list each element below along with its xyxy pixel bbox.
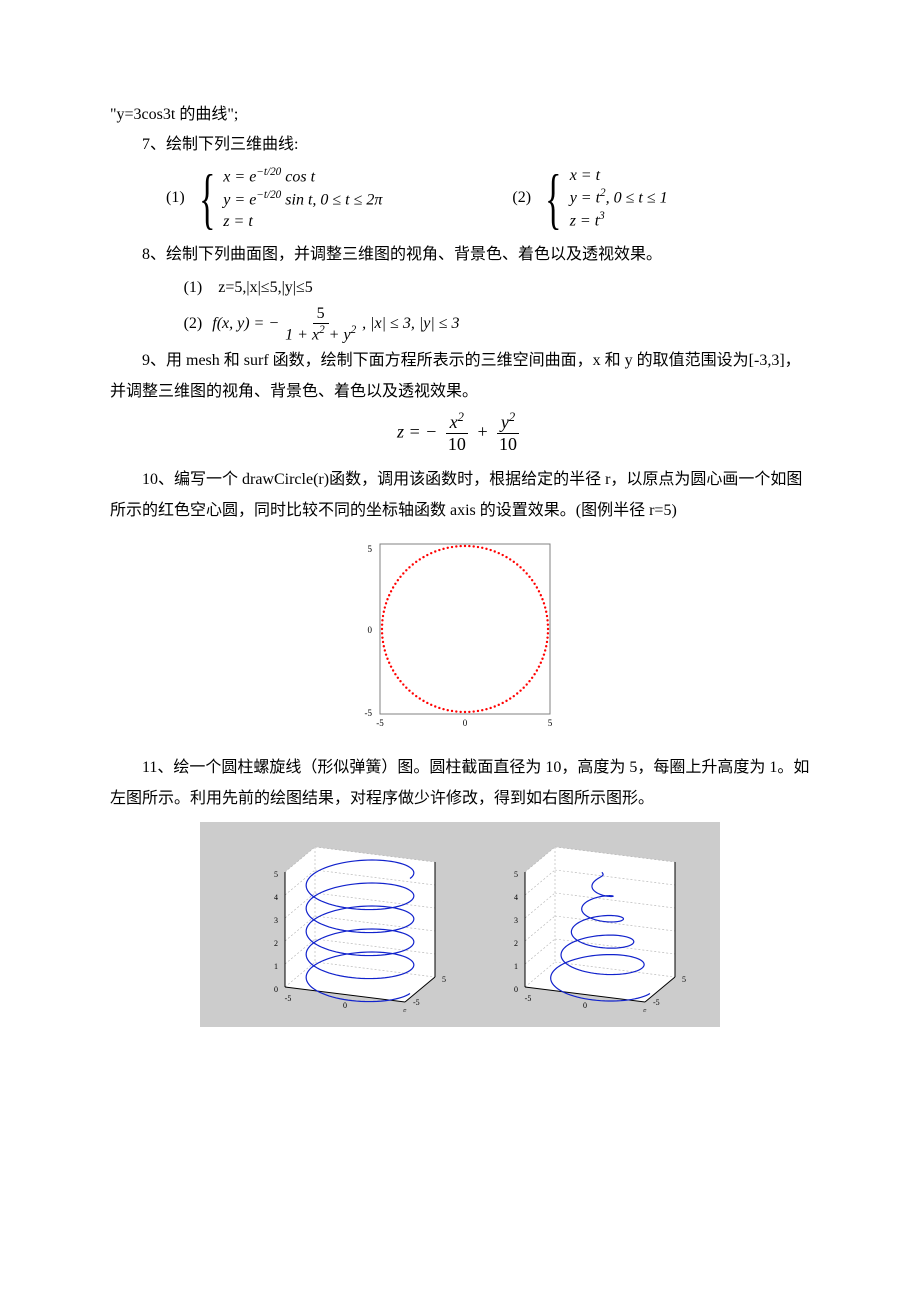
problem-11-text: 11、绘一个圆柱螺旋线（形似弹簧）图。圆柱截面直径为 10，高度为 5，每圈上升… — [110, 753, 810, 814]
svg-text:-5: -5 — [413, 998, 420, 1007]
svg-text:5: 5 — [514, 870, 518, 879]
figure-helix-pair: 0 1 2 3 4 5 -5 0 5 -5 5 — [200, 822, 720, 1027]
svg-text:0: 0 — [343, 1001, 347, 1010]
figure-circle: 5 0 -5 -5 0 5 — [110, 534, 810, 745]
eq-7-1-r3: z = t — [223, 211, 382, 233]
label-8-2: (2) — [184, 309, 203, 339]
svg-text:2: 2 — [274, 939, 278, 948]
problem-8-sub2: (2) f(x, y) = − 5 1 + x2 + y2 , |x| ≤ 3,… — [110, 305, 810, 344]
svg-text:5: 5 — [548, 718, 553, 728]
svg-text:5: 5 — [442, 975, 446, 984]
svg-text:5: 5 — [643, 1008, 647, 1012]
case-7-1: { x = e−t/20 cos t y = e−t/20 sin t, 0 ≤… — [191, 165, 383, 232]
svg-text:4: 4 — [274, 893, 278, 902]
problem-9-text: 9、用 mesh 和 surf 函数，绘制下面方程所表示的三维空间曲面，x 和 … — [110, 346, 810, 407]
svg-text:-5: -5 — [653, 998, 660, 1007]
case-7-2: { x = t y = t2, 0 ≤ t ≤ 1 z = t3 — [537, 165, 668, 232]
svg-text:1: 1 — [514, 962, 518, 971]
svg-text:0: 0 — [274, 985, 278, 994]
svg-text:0: 0 — [583, 1001, 587, 1010]
svg-text:3: 3 — [274, 916, 278, 925]
svg-text:-5: -5 — [376, 718, 384, 728]
problem-7-equations: (1) { x = e−t/20 cos t y = e−t/20 sin t,… — [110, 165, 810, 232]
eq-7-2-r2: y = t2, 0 ≤ t ≤ 1 — [570, 186, 668, 209]
problem-9-equation: z = − x210 + y210 — [110, 411, 810, 455]
figure-helix-cylinder: 0 1 2 3 4 5 -5 0 5 -5 5 — [230, 837, 450, 1012]
svg-text:-5: -5 — [365, 708, 373, 718]
problem-8-sub1: (1) z=5,|x|≤5,|y|≤5 — [110, 273, 810, 303]
svg-text:-5: -5 — [525, 994, 532, 1003]
label-7-1: (1) — [166, 183, 185, 213]
eq-7-2-r1: x = t — [570, 165, 668, 187]
eq-7-1-r2: y = e−t/20 sin t, 0 ≤ t ≤ 2π — [223, 188, 382, 211]
svg-text:5: 5 — [368, 544, 373, 554]
problem-7-title: 7、绘制下列三维曲线: — [110, 130, 810, 160]
problem-10-text: 10、编写一个 drawCircle(r)函数，调用该函数时，根据给定的半径 r… — [110, 465, 810, 526]
svg-text:1: 1 — [274, 962, 278, 971]
eq-8-2-tail: , |x| ≤ 3, |y| ≤ 3 — [362, 309, 459, 339]
svg-text:3: 3 — [514, 916, 518, 925]
text-cos-curve: "y=3cos3t 的曲线"; — [110, 100, 810, 130]
svg-text:5: 5 — [682, 975, 686, 984]
svg-text:5: 5 — [274, 870, 278, 879]
problem-8-title: 8、绘制下列曲面图，并调整三维图的视角、背景色、着色以及透视效果。 — [110, 240, 810, 270]
svg-text:0: 0 — [368, 625, 373, 635]
label-7-2: (2) — [512, 183, 531, 213]
svg-text:5: 5 — [403, 1008, 407, 1012]
svg-text:4: 4 — [514, 893, 518, 902]
eq-7-1-r1: x = e−t/20 cos t — [223, 165, 382, 188]
figure-helix-cone: 0 1 2 3 4 5 -5 0 5 -5 5 — [470, 837, 690, 1012]
svg-text:-5: -5 — [285, 994, 292, 1003]
document-page: "y=3cos3t 的曲线"; 7、绘制下列三维曲线: (1) { x = e−… — [0, 0, 920, 1302]
svg-text:0: 0 — [514, 985, 518, 994]
eq-7-2-r3: z = t3 — [570, 209, 668, 232]
svg-text:2: 2 — [514, 939, 518, 948]
eq-8-2-lhs: f(x, y) = − — [212, 309, 279, 339]
eq-8-2-frac: 5 1 + x2 + y2 — [281, 305, 360, 344]
svg-text:0: 0 — [463, 718, 468, 728]
